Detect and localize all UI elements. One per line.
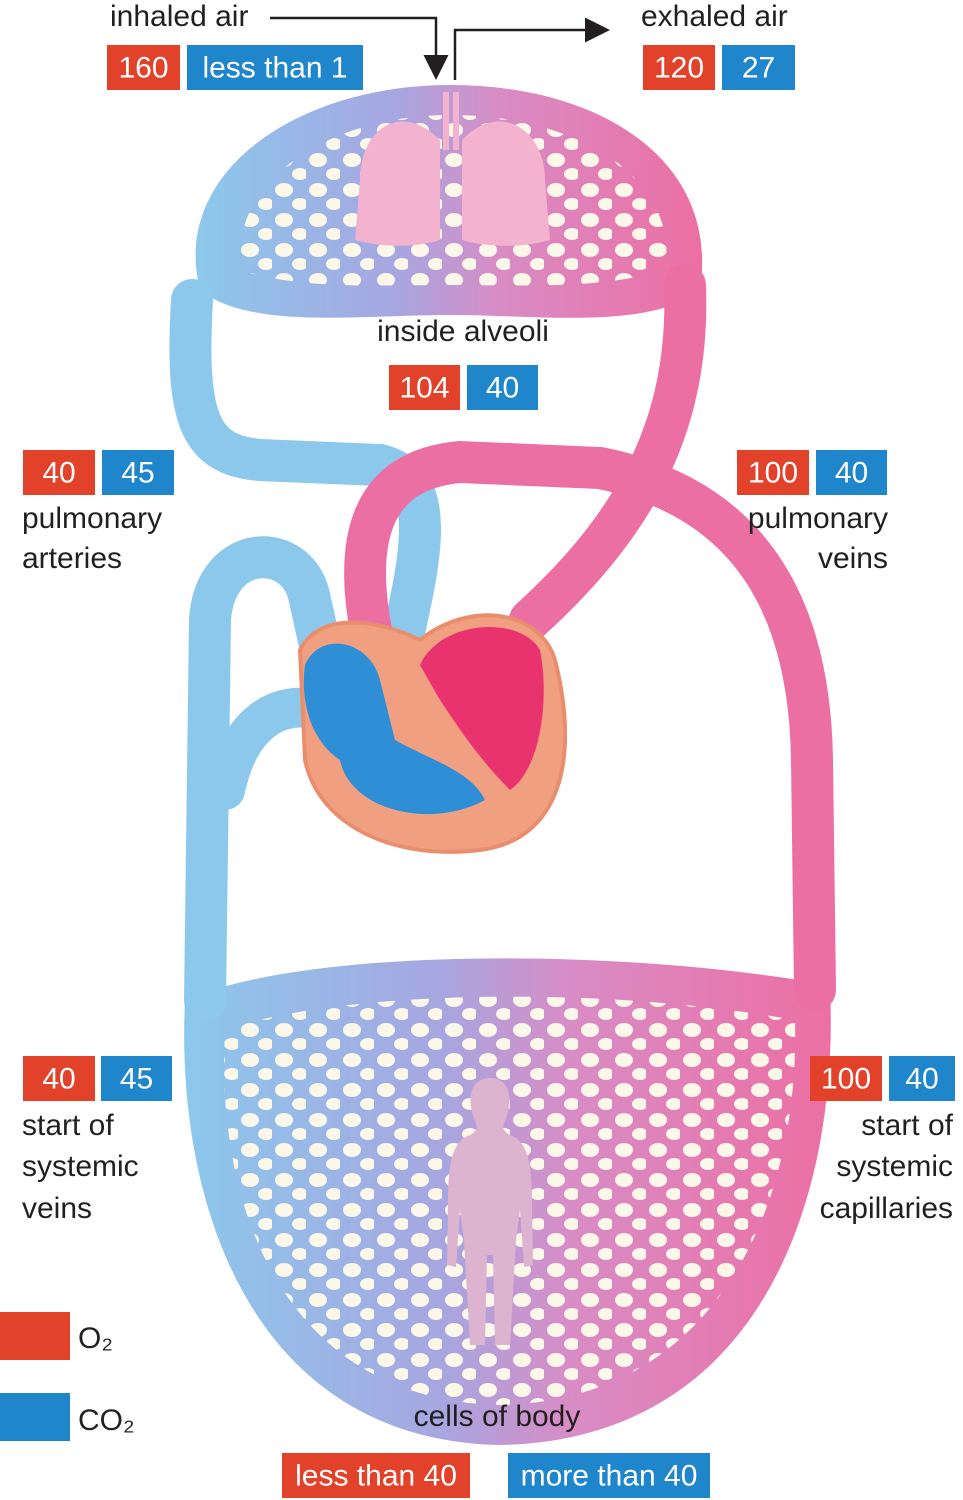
systemic-capillaries-label: start of — [861, 1109, 953, 1142]
pulmonary-bed-inner — [239, 115, 667, 286]
aorta — [344, 440, 836, 1011]
value-text: less than 40 — [295, 1459, 457, 1492]
value-text: 100 — [821, 1062, 871, 1095]
systemic-veins-label: veins — [22, 1192, 92, 1225]
right-lung — [462, 121, 550, 246]
inhale-arrow — [270, 16, 449, 80]
legend-swatch — [0, 1393, 70, 1441]
value-box — [816, 450, 887, 495]
legend-label: CO₂ — [78, 1404, 135, 1437]
value-box — [282, 1453, 470, 1498]
pulmonary-veins-label: veins — [818, 542, 888, 575]
value-box — [102, 450, 174, 495]
value-text: less than 1 — [202, 51, 347, 84]
value-box — [389, 365, 460, 410]
vena-cava — [184, 536, 351, 1021]
trachea — [443, 92, 459, 150]
pulmonary-arteries-label: arteries — [22, 542, 122, 575]
value-box — [889, 1056, 955, 1101]
value-box — [722, 45, 795, 90]
value-text: 40 — [905, 1062, 938, 1095]
value-box — [508, 1453, 710, 1498]
pulmonary-arteries-label: pulmonary — [22, 502, 162, 535]
value-text: 104 — [399, 371, 449, 404]
pulmonary-artery — [169, 279, 441, 671]
value-box — [737, 450, 809, 495]
systemic-capillaries-label: systemic — [836, 1150, 953, 1183]
legend-swatch — [0, 1312, 70, 1360]
inhaled-air-label: inhaled air — [110, 0, 248, 33]
value-box — [810, 1056, 882, 1101]
value-box — [107, 45, 180, 90]
value-text: 45 — [120, 1062, 153, 1095]
exhale-arrow — [453, 17, 610, 80]
value-box — [467, 365, 538, 410]
pulmonary-veins-label: pulmonary — [748, 502, 888, 535]
systemic-veins-label: systemic — [22, 1150, 139, 1183]
value-box — [643, 45, 715, 90]
value-text: 40 — [486, 371, 519, 404]
value-text: 40 — [835, 456, 868, 489]
value-text: 160 — [118, 51, 168, 84]
cells-label: cells of body — [414, 1400, 581, 1433]
value-text: 27 — [742, 51, 775, 84]
value-box — [101, 1056, 172, 1101]
value-text: 40 — [42, 456, 75, 489]
left-heart — [420, 627, 544, 790]
value-text: 100 — [748, 456, 798, 489]
value-box — [23, 1056, 95, 1101]
legend-label: O₂ — [78, 1322, 113, 1355]
body-figure — [447, 1078, 533, 1345]
systemic-capillaries-label: capillaries — [820, 1192, 953, 1225]
alveoli-label: inside alveoli — [377, 315, 549, 348]
value-text: 120 — [654, 51, 704, 84]
value-text: 40 — [42, 1062, 75, 1095]
right-heart — [303, 643, 485, 815]
value-box — [187, 45, 363, 90]
vessels — [169, 264, 836, 1021]
left-lung — [355, 121, 440, 246]
value-box — [23, 450, 95, 495]
value-text: 45 — [121, 456, 154, 489]
systemic-veins-label: start of — [22, 1109, 114, 1142]
value-text: more than 40 — [521, 1459, 698, 1492]
exhaled-air-label: exhaled air — [641, 0, 788, 33]
